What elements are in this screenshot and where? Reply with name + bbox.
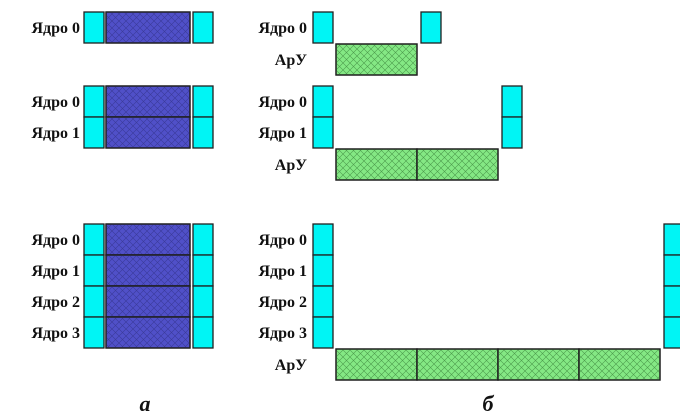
b1-apu-block-0-hatch (335, 148, 418, 181)
b0-core-right-0 (420, 11, 442, 44)
b2-core-label-3: Ядро 3 (258, 325, 307, 342)
a2-core-left-2 (83, 285, 105, 318)
a0-core-left-0 (83, 11, 105, 44)
a2-main-block-2-hatch (105, 285, 191, 318)
a2-core-right-0 (192, 223, 214, 256)
b1-core-label-0: Ядро 0 (258, 94, 307, 111)
b0-core-left-0 (312, 11, 334, 44)
a2-core-left-0 (83, 223, 105, 256)
caption-b: б (483, 391, 495, 416)
a2-core-right-3 (192, 316, 214, 349)
b0-apu-label: АрУ (275, 52, 307, 69)
a2-core-right-2 (192, 285, 214, 318)
b1-core-right-0 (501, 85, 523, 118)
a2-core-label-3: Ядро 3 (31, 325, 80, 342)
b2-apu-block-2-hatch (497, 348, 580, 381)
b2-apu-block-1-hatch (416, 348, 499, 381)
b0-apu-block-0-hatch (335, 43, 418, 76)
a1-main-block-1-hatch (105, 116, 191, 149)
b1-core-label-1: Ядро 1 (258, 125, 307, 142)
a2-core-label-2: Ядро 2 (31, 294, 80, 311)
a2-core-left-1 (83, 254, 105, 287)
b1-apu-label: АрУ (275, 157, 307, 174)
b2-core-label-1: Ядро 1 (258, 263, 307, 280)
b2-core-left-1 (312, 254, 334, 287)
b2-core-right-3 (663, 316, 680, 349)
a1-core-left-1 (83, 116, 105, 149)
a1-core-right-1 (192, 116, 214, 149)
a1-core-left-0 (83, 85, 105, 118)
b2-core-label-2: Ядро 2 (258, 294, 307, 311)
b2-core-right-1 (663, 254, 680, 287)
a2-main-block-1-hatch (105, 254, 191, 287)
a1-main-block-0-hatch (105, 85, 191, 118)
a1-core-right-0 (192, 85, 214, 118)
b2-core-right-0 (663, 223, 680, 256)
caption-a: а (140, 391, 151, 416)
a2-core-left-3 (83, 316, 105, 349)
b1-core-left-0 (312, 85, 334, 118)
a2-main-block-3-hatch (105, 316, 191, 349)
a1-core-label-0: Ядро 0 (31, 94, 80, 111)
b1-apu-block-1-hatch (416, 148, 499, 181)
b2-apu-label: АрУ (275, 357, 307, 374)
a2-core-label-0: Ядро 0 (31, 232, 80, 249)
b2-core-left-3 (312, 316, 334, 349)
b1-core-right-1 (501, 116, 523, 149)
diagram-layer: Ядро 0 Ядро 0 АрУ Ядро 0 Ядро 1 Ядро 0 Ядро 1 А… (31, 11, 680, 381)
b2-core-left-2 (312, 285, 334, 318)
b0-core-label-0: Ядро 0 (258, 20, 307, 37)
b2-apu-block-0-hatch (335, 348, 418, 381)
a1-core-label-1: Ядро 1 (31, 125, 80, 142)
a0-core-right-0 (192, 11, 214, 44)
b2-apu-block-3-hatch (578, 348, 661, 381)
b2-core-left-0 (312, 223, 334, 256)
b1-core-left-1 (312, 116, 334, 149)
a2-core-label-1: Ядро 1 (31, 263, 80, 280)
b2-core-label-0: Ядро 0 (258, 232, 307, 249)
a0-core-label-0: Ядро 0 (31, 20, 80, 37)
b2-core-right-2 (663, 285, 680, 318)
a2-main-block-0-hatch (105, 223, 191, 256)
a2-core-right-1 (192, 254, 214, 287)
a0-main-block-0-hatch (105, 11, 191, 44)
